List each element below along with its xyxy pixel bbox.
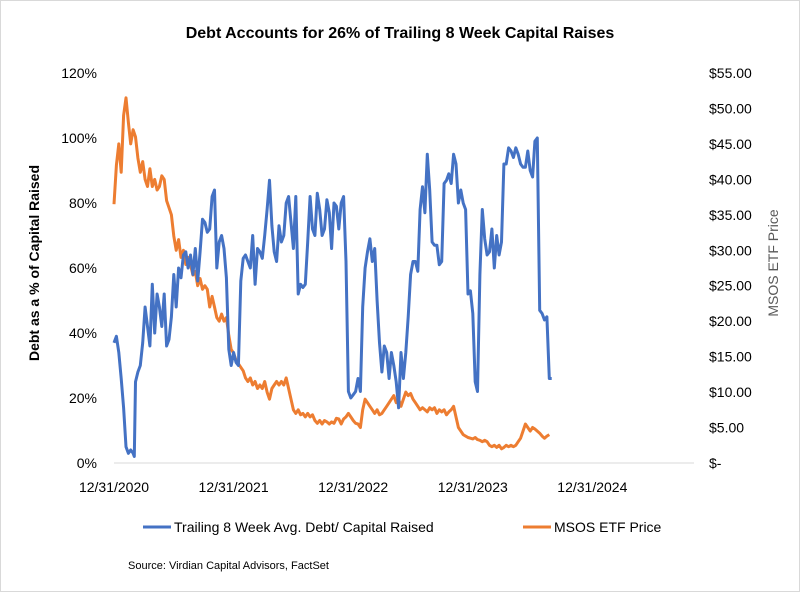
x-tick-label: 12/31/2023: [438, 479, 508, 495]
legend: Trailing 8 Week Avg. Debt/ Capital Raise…: [143, 519, 662, 535]
right-axis-title: MSOS ETF Price: [765, 209, 781, 317]
right-tick-label: $-: [709, 455, 722, 471]
right-tick-label: $40.00: [709, 171, 752, 187]
right-tick-label: $45.00: [709, 136, 752, 152]
legend-label-msos: MSOS ETF Price: [554, 519, 662, 535]
right-tick-label: $30.00: [709, 242, 752, 258]
right-tick-label: $50.00: [709, 100, 752, 116]
right-tick-label: $20.00: [709, 313, 752, 329]
right-tick-label: $25.00: [709, 278, 752, 294]
x-tick-label: 12/31/2024: [557, 479, 627, 495]
left-tick-label: 120%: [61, 65, 97, 81]
x-tick-label: 12/31/2021: [199, 479, 269, 495]
left-tick-label: 40%: [69, 325, 97, 341]
right-tick-label: $10.00: [709, 384, 752, 400]
left-tick-label: 80%: [69, 195, 97, 211]
right-tick-label: $35.00: [709, 207, 752, 223]
series-layer: [112, 96, 552, 458]
left-tick-label: 100%: [61, 130, 97, 146]
right-axis-ticks: $- $5.00 $10.00 $15.00 $20.00 $25.00 $30.00 $35…: [709, 65, 752, 471]
left-tick-label: 0%: [77, 455, 97, 471]
left-tick-label: 20%: [69, 390, 97, 406]
x-axis-ticks: 12/31/2020 12/31/2021 12/31/2022 12/31/2023…: [79, 479, 628, 495]
right-tick-label: $55.00: [709, 65, 752, 81]
legend-label-debt: Trailing 8 Week Avg. Debt/ Capital Raise…: [174, 519, 434, 535]
right-tick-label: $5.00: [709, 420, 744, 436]
left-axis-ticks: 0% 20% 40% 60% 80% 100% 120%: [61, 65, 97, 471]
x-tick-label: 12/31/2022: [318, 479, 388, 495]
source-note: Source: Virdian Capital Advisors, FactSe…: [128, 560, 329, 572]
series-line-debt: [112, 136, 552, 458]
left-axis-title: Debt as a % of Capital Raised: [26, 165, 42, 361]
x-tick-label: 12/31/2020: [79, 479, 149, 495]
chart-title: Debt Accounts for 26% of Trailing 8 Week…: [186, 25, 615, 42]
left-tick-label: 60%: [69, 260, 97, 276]
right-tick-label: $15.00: [709, 349, 752, 365]
